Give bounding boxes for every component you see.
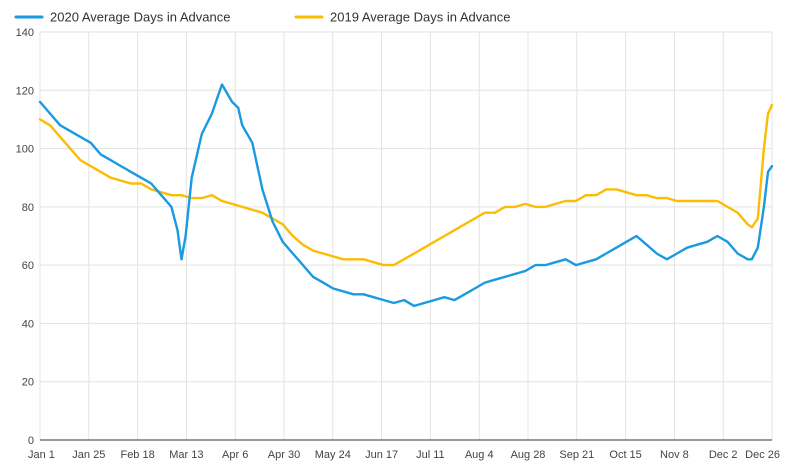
y-tick-label: 100 [16,144,34,156]
gridlines [39,31,773,440]
x-axis-tick-labels: Jan 1 Jan 25 Feb 18 Mar 13 Apr 6 Apr 30 May 24… [28,449,780,461]
x-tick-label: Dec 26 [745,449,780,461]
x-tick-label: Jul 11 [416,449,445,461]
y-axis-tick-labels: 0 20 40 60 80 100 120 140 [16,27,34,447]
x-tick-label: May 24 [315,449,351,461]
x-tick-label: Oct 15 [609,449,641,461]
x-tick-label: Dec 2 [709,449,738,461]
x-tick-label: Sep 21 [559,449,594,461]
y-tick-label: 120 [16,85,34,97]
x-tick-label: Apr 6 [222,449,248,461]
y-tick-label: 20 [22,377,34,389]
y-tick-label: 60 [22,260,34,272]
legend-label: 2019 Average Days in Advance [330,10,510,25]
x-tick-label: Aug 4 [465,449,494,461]
x-tick-label: Mar 13 [169,449,203,461]
x-tick-label: Feb 18 [120,449,154,461]
y-tick-label: 0 [28,435,34,447]
x-tick-label: Nov 8 [660,449,689,461]
series-line-2019 [38,103,774,267]
x-tick-label: Aug 28 [511,449,546,461]
y-tick-label: 80 [22,202,34,214]
x-tick-label: Jan 25 [72,449,105,461]
x-tick-label: Jun 17 [365,449,398,461]
legend: 2020 Average Days in Advance 2019 Average… [14,10,510,25]
legend-label: 2020 Average Days in Advance [50,10,230,25]
y-tick-label: 40 [22,318,34,330]
series-layer [38,83,774,308]
x-tick-label: Jan 1 [28,449,55,461]
y-tick-label: 140 [16,27,34,39]
series-line-2020 [38,83,774,308]
x-tick-label: Apr 30 [268,449,300,461]
